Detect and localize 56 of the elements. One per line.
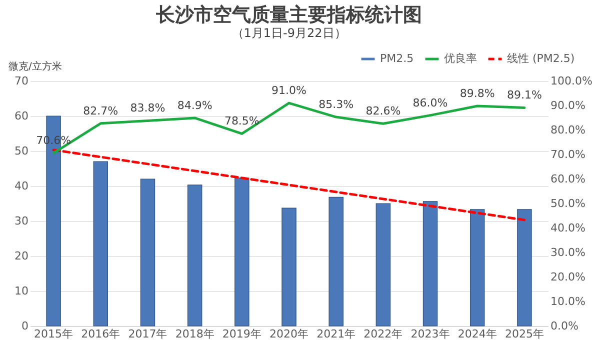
- bar: [234, 178, 250, 326]
- data-label: 83.8%: [130, 102, 166, 115]
- y2-tick-label: 40.0%: [550, 222, 586, 234]
- data-label: 86.0%: [412, 96, 448, 110]
- bar: [187, 184, 202, 326]
- x-tick-label: 2018年: [175, 328, 214, 340]
- x-tick-label: 2022年: [364, 328, 403, 340]
- y-tick-label: 30: [14, 214, 28, 228]
- y2-tick-label: 30.0%: [550, 246, 586, 259]
- y-tick-label: 60: [14, 110, 28, 122]
- y-tick-label: 50: [14, 144, 28, 158]
- y2-tick-label: 80.0%: [550, 124, 586, 136]
- data-label: 89.1%: [506, 88, 542, 102]
- x-tick-label: 2025年: [504, 328, 544, 340]
- legend-label: PM2.5: [380, 52, 414, 65]
- y-tick-label: 0: [22, 320, 28, 332]
- y2-tick-label: 0.0%: [550, 320, 578, 332]
- chart-subtitle: （1月1日-9月22日）: [232, 26, 346, 40]
- x-tick-label: 2015年: [34, 328, 74, 340]
- y-axis-title: 微克/立方米: [8, 60, 62, 72]
- x-tick-label: 2023年: [410, 328, 450, 340]
- bar: [517, 209, 532, 326]
- x-tick-label: 2017年: [128, 328, 168, 340]
- data-label: 84.9%: [177, 98, 212, 112]
- bar: [282, 208, 296, 326]
- data-label: 91.0%: [272, 84, 306, 98]
- bar: [470, 209, 485, 326]
- y-tick-label: 40: [14, 180, 28, 192]
- y-tick-label: 10: [14, 284, 28, 298]
- bar: [93, 161, 108, 326]
- bar: [376, 203, 391, 326]
- x-tick-label: 2020年: [270, 328, 308, 340]
- y2-tick-label: 70.0%: [550, 148, 586, 161]
- x-tick-label: 2021年: [316, 328, 356, 340]
- y2-tick-label: 60.0%: [550, 172, 586, 186]
- legend-label: 优良率: [444, 52, 477, 65]
- bar: [140, 178, 156, 326]
- y2-tick-label: 100.0%: [550, 74, 592, 88]
- data-label: 82.6%: [366, 104, 401, 118]
- y-tick-label: 20: [14, 250, 28, 262]
- y2-tick-label: 90.0%: [550, 99, 586, 112]
- chart-title: 长沙市空气质量主要指标统计图: [155, 4, 422, 26]
- x-tick-label: 2024年: [458, 328, 497, 340]
- y2-tick-label: 20.0%: [550, 270, 586, 284]
- y2-tick-label: 10.0%: [550, 295, 586, 308]
- data-label: 89.8%: [460, 86, 495, 100]
- data-label: 82.7%: [83, 104, 118, 118]
- y2-tick-label: 50.0%: [550, 197, 586, 210]
- legend-label: 线性 (PM2.5): [507, 52, 575, 65]
- x-tick-label: 2016年: [81, 328, 120, 340]
- y-tick-label: 70: [14, 74, 28, 88]
- data-label: 78.5%: [224, 114, 260, 128]
- x-tick-label: 2019年: [222, 328, 262, 340]
- bar: [422, 201, 438, 326]
- bar: [328, 196, 344, 326]
- data-label: 85.3%: [318, 98, 354, 112]
